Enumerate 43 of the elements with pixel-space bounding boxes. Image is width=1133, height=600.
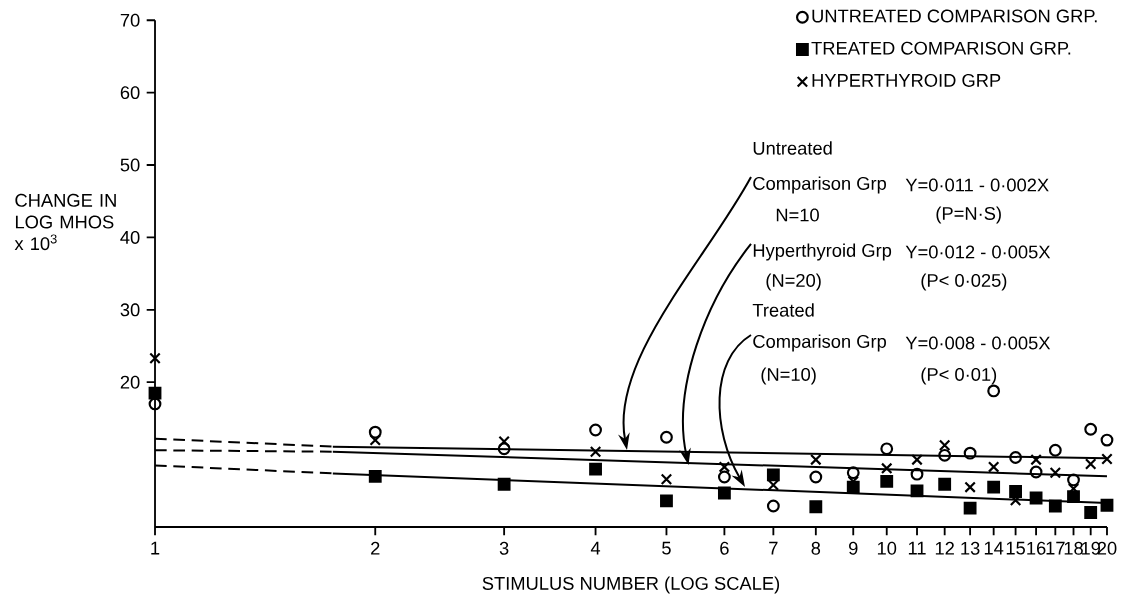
x-tick-label: 4: [590, 541, 601, 555]
annotation: Comparison Grp: [753, 176, 886, 194]
x-tick-label: 15: [1006, 541, 1025, 555]
annotation: Comparison Grp: [753, 334, 886, 352]
y-axis-title: CHANGE IN LOG MHOS x 10$^{3}$: [14, 193, 116, 251]
x-tick-label: 7: [769, 541, 778, 555]
y-tick-label: 70: [120, 13, 140, 27]
annotation: Untreated: [753, 141, 832, 155]
legend-label: TREATED COMPARISON GRP.: [811, 41, 1071, 55]
x-tick-label: 18: [1064, 541, 1083, 555]
y-tick-label: 30: [120, 303, 140, 317]
annotation: Y=0·012 - 0·005X: [905, 245, 1051, 259]
x-tick-label: 17: [1046, 541, 1065, 555]
y-tick-label: 60: [120, 86, 140, 100]
annotation: (P< 0·01): [921, 367, 997, 385]
annotation: Y=0·011 - 0·002X: [905, 178, 1049, 192]
annotation: (N=10): [761, 367, 816, 385]
annotation: (N=20): [766, 273, 821, 291]
annotation: (P< 0·025): [921, 273, 1007, 291]
x-tick-label: 9: [849, 541, 858, 555]
x-tick-label: 6: [720, 541, 729, 555]
y-tick-label: 20: [120, 375, 140, 389]
x-tick-label: 10: [877, 541, 897, 555]
x-axis-title: STIMULUS NUMBER (LOG SCALE): [482, 576, 780, 594]
x-tick-label: 3: [499, 541, 509, 555]
x-tick-label: 2: [371, 541, 380, 555]
annotation: N=10: [776, 208, 819, 222]
annotation: Hyperthyroid Grp: [753, 243, 892, 261]
legend-label: UNTREATED COMPARISON GRP.: [812, 9, 1097, 23]
x-tick-label: 12: [935, 541, 954, 555]
x-tick-label: 11: [908, 541, 926, 555]
x-tick-label: 8: [811, 541, 821, 555]
y-tick-label: 40: [120, 230, 140, 244]
x-tick-label: 14: [984, 541, 1004, 555]
annotation: Treated: [752, 303, 814, 317]
x-tick-label: 5: [662, 541, 671, 555]
x-tick-label: 1: [151, 541, 160, 555]
x-tick-label: 16: [1027, 541, 1046, 555]
annotation: Y=0·008 - 0·005X: [905, 336, 1051, 350]
y-tick-label: 50: [120, 158, 140, 172]
legend-label: HYPERTHYROID GRP: [812, 73, 1001, 87]
annotation: (P=N·S): [936, 206, 1001, 224]
x-tick-label: 13: [961, 541, 980, 555]
